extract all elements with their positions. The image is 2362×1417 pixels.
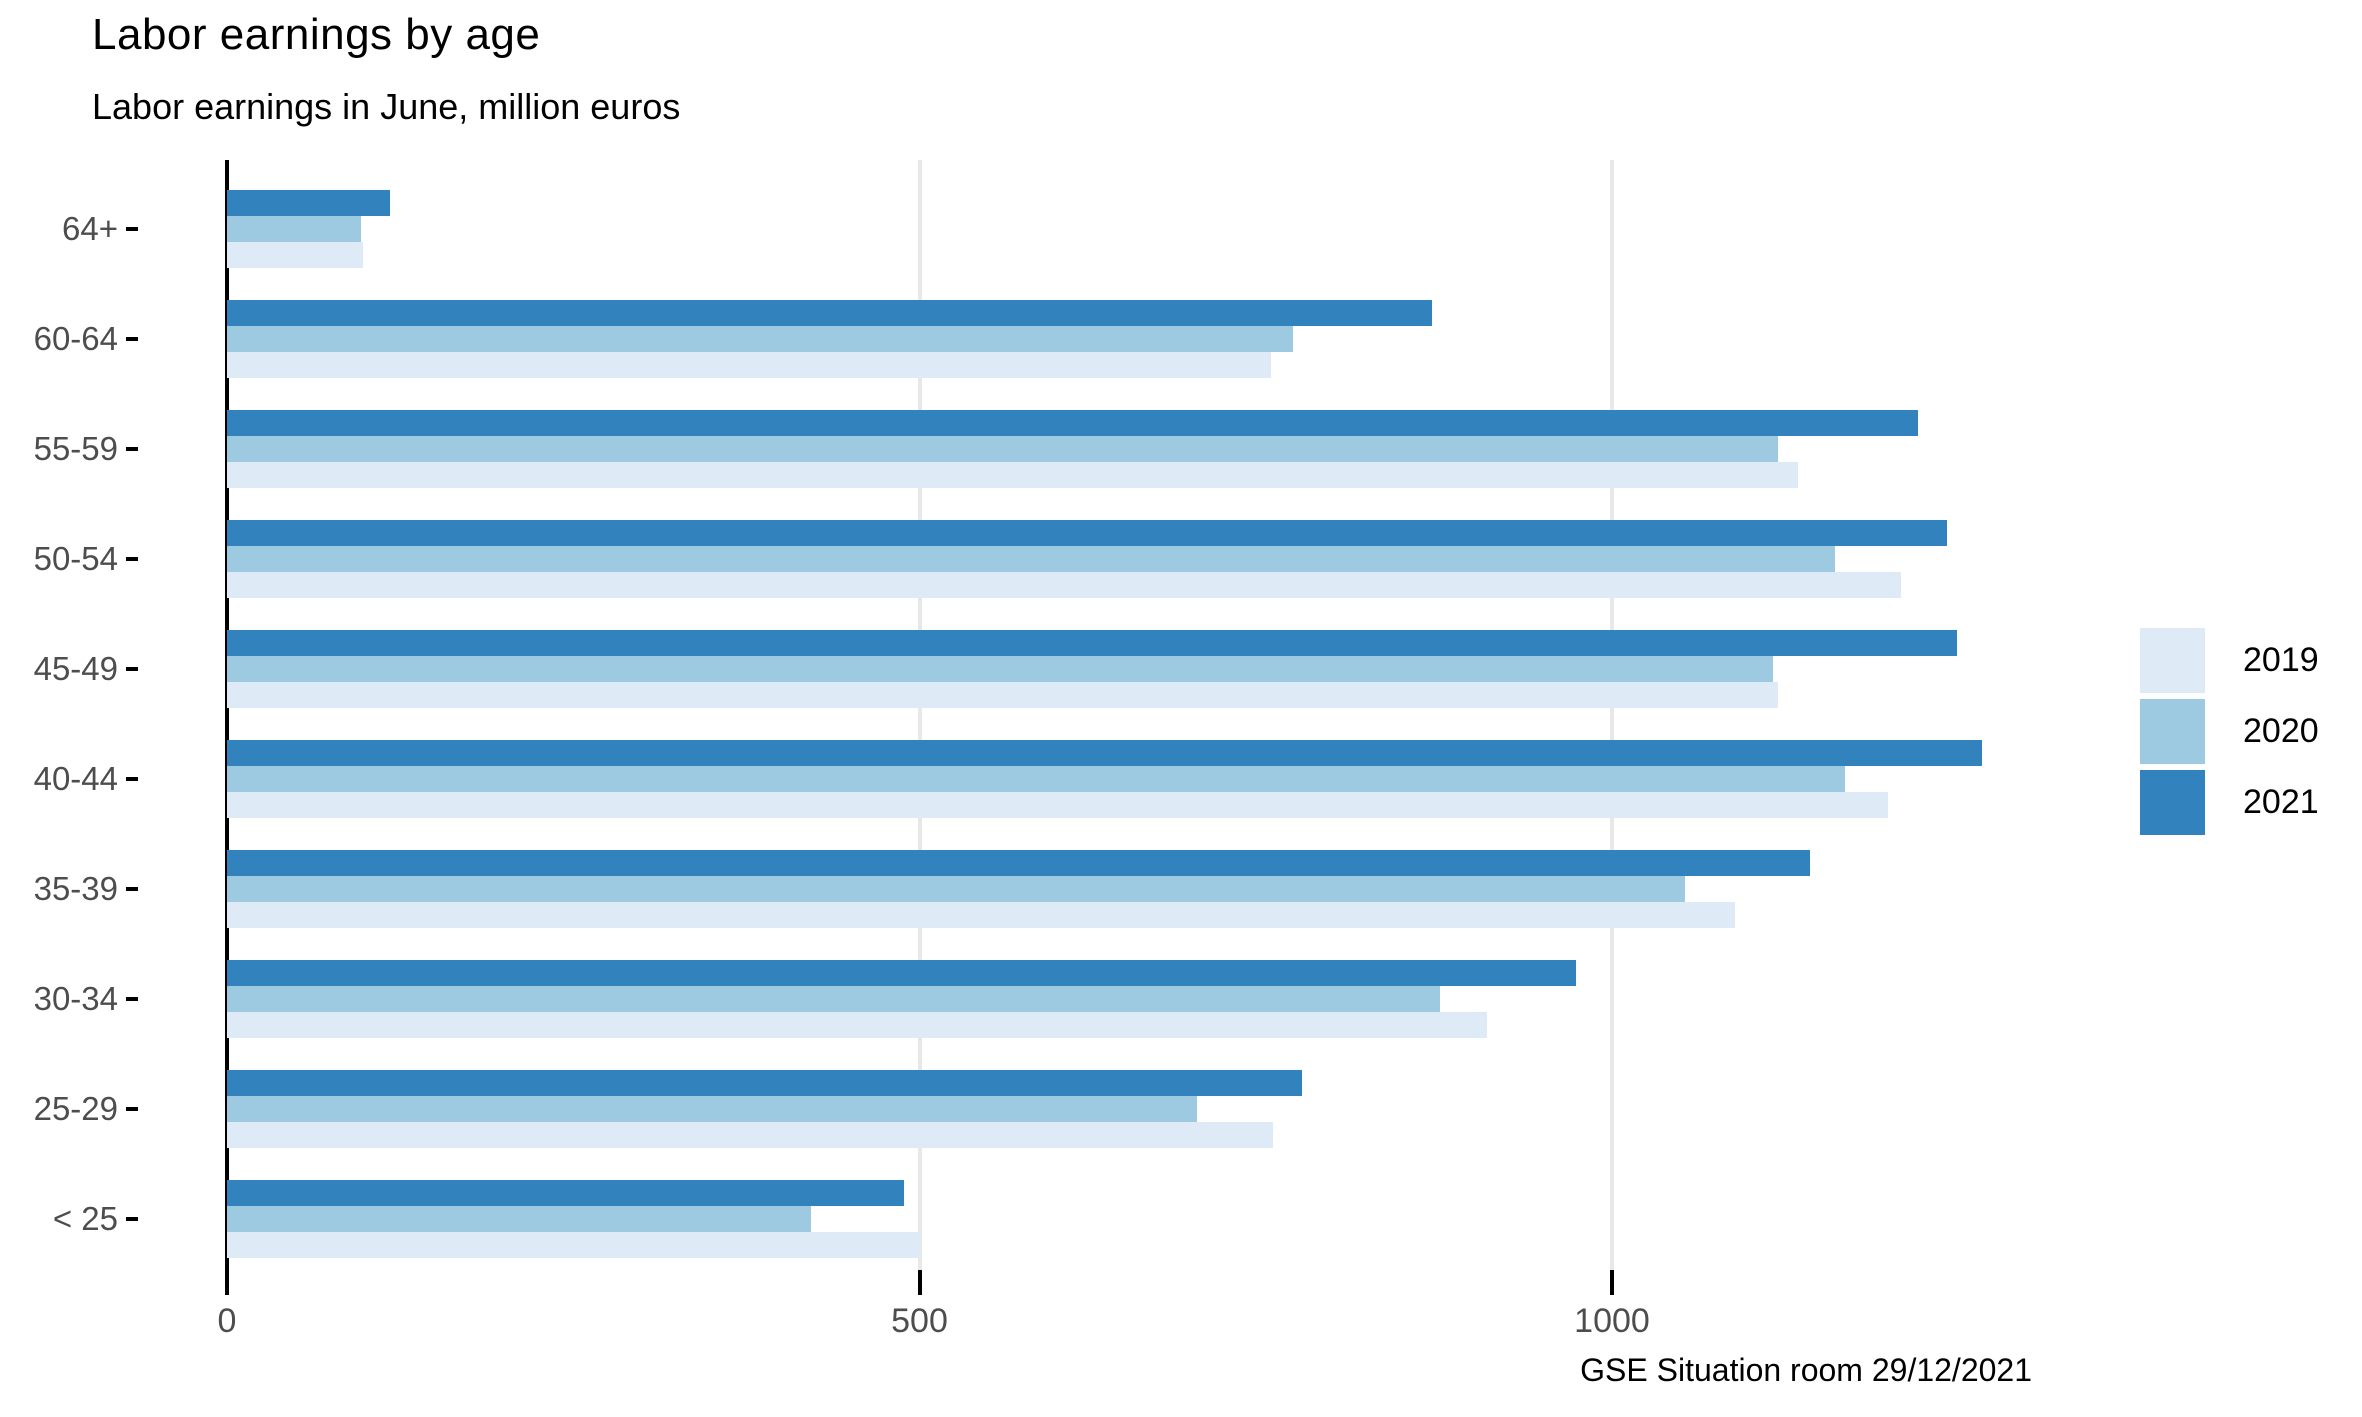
bar-25-29-2019: [227, 1122, 1273, 1148]
bar-60-64-2020: [227, 326, 1294, 352]
bar-64+-2019: [227, 242, 363, 268]
chart-subtitle: Labor earnings in June, million euros: [92, 86, 681, 127]
bar-30-34-2019: [227, 1012, 1488, 1038]
legend-swatch-2019: [2140, 628, 2205, 693]
y-axis-label-35-39: 35-39: [33, 870, 118, 907]
bar-35-39-2020: [227, 876, 1686, 902]
plot-panel: [140, 160, 2068, 1270]
bar-55-59-2019: [227, 462, 1798, 488]
x-tick-1000: [1610, 1270, 1614, 1295]
bar-35-39-2019: [227, 902, 1736, 928]
y-tick-<25: [126, 1217, 138, 1221]
bar-<25-2019: [227, 1232, 920, 1258]
legend-label-2020: 2020: [2243, 712, 2319, 750]
bar-64+-2020: [227, 216, 362, 242]
bar-60-64-2021: [227, 300, 1432, 326]
bar-64+-2021: [227, 190, 391, 216]
y-axis-label-25-29: 25-29: [33, 1090, 118, 1127]
bar-50-54-2019: [227, 572, 1902, 598]
x-tick-500: [917, 1270, 922, 1295]
bar-55-59-2021: [227, 410, 1919, 436]
bar-<25-2021: [227, 1180, 905, 1206]
x-axis-label-0: 0: [217, 1302, 237, 1340]
y-axis-label-<25: < 25: [52, 1200, 118, 1237]
y-tick-25-29: [126, 1107, 138, 1111]
gridline-1000: [1610, 160, 1614, 1270]
x-axis-label-500: 500: [891, 1302, 948, 1340]
bar-40-44-2019: [227, 792, 1888, 818]
y-axis-label-50-54: 50-54: [33, 540, 118, 577]
bar-40-44-2021: [227, 740, 1982, 766]
y-tick-40-44: [126, 777, 138, 781]
y-tick-55-59: [126, 447, 138, 451]
bar-45-49-2021: [227, 630, 1957, 656]
bar-60-64-2019: [227, 352, 1272, 378]
legend-item-2021: 2021: [2140, 770, 2319, 835]
x-tick-0: [225, 1270, 229, 1295]
gridline-500: [917, 160, 922, 1270]
legend-item-2020: 2020: [2140, 699, 2319, 764]
legend-label-2019: 2019: [2243, 641, 2319, 679]
y-tick-60-64: [126, 337, 138, 341]
bar-25-29-2021: [227, 1070, 1302, 1096]
bar-40-44-2020: [227, 766, 1845, 792]
bar-50-54-2021: [227, 520, 1948, 546]
y-axis-label-55-59: 55-59: [33, 430, 118, 467]
bar-<25-2020: [227, 1206, 812, 1232]
bar-45-49-2019: [227, 682, 1779, 708]
caption: GSE Situation room 29/12/2021: [1580, 1352, 2032, 1388]
bar-25-29-2020: [227, 1096, 1197, 1122]
y-axis-label-64+: 64+: [62, 210, 118, 247]
y-axis-label-40-44: 40-44: [33, 760, 118, 797]
y-tick-64+: [126, 227, 138, 231]
chart-title: Labor earnings by age: [92, 10, 541, 59]
y-axis-label-30-34: 30-34: [33, 980, 118, 1017]
legend: 2019 2020 2021: [2140, 628, 2319, 841]
zero-axis-line: [225, 160, 229, 1270]
y-axis-label-60-64: 60-64: [33, 320, 118, 357]
bar-35-39-2021: [227, 850, 1811, 876]
bar-30-34-2020: [227, 986, 1441, 1012]
y-tick-45-49: [126, 667, 138, 671]
bar-50-54-2020: [227, 546, 1835, 572]
legend-swatch-2021: [2140, 770, 2205, 835]
y-tick-35-39: [126, 887, 138, 891]
legend-swatch-2020: [2140, 699, 2205, 764]
legend-item-2019: 2019: [2140, 628, 2319, 693]
bar-45-49-2020: [227, 656, 1773, 682]
y-tick-30-34: [126, 997, 138, 1001]
bar-30-34-2021: [227, 960, 1576, 986]
x-axis-label-1000: 1000: [1574, 1302, 1650, 1340]
legend-label-2021: 2021: [2243, 783, 2319, 821]
bar-55-59-2020: [227, 436, 1779, 462]
y-tick-50-54: [126, 557, 138, 561]
y-axis-label-45-49: 45-49: [33, 650, 118, 687]
